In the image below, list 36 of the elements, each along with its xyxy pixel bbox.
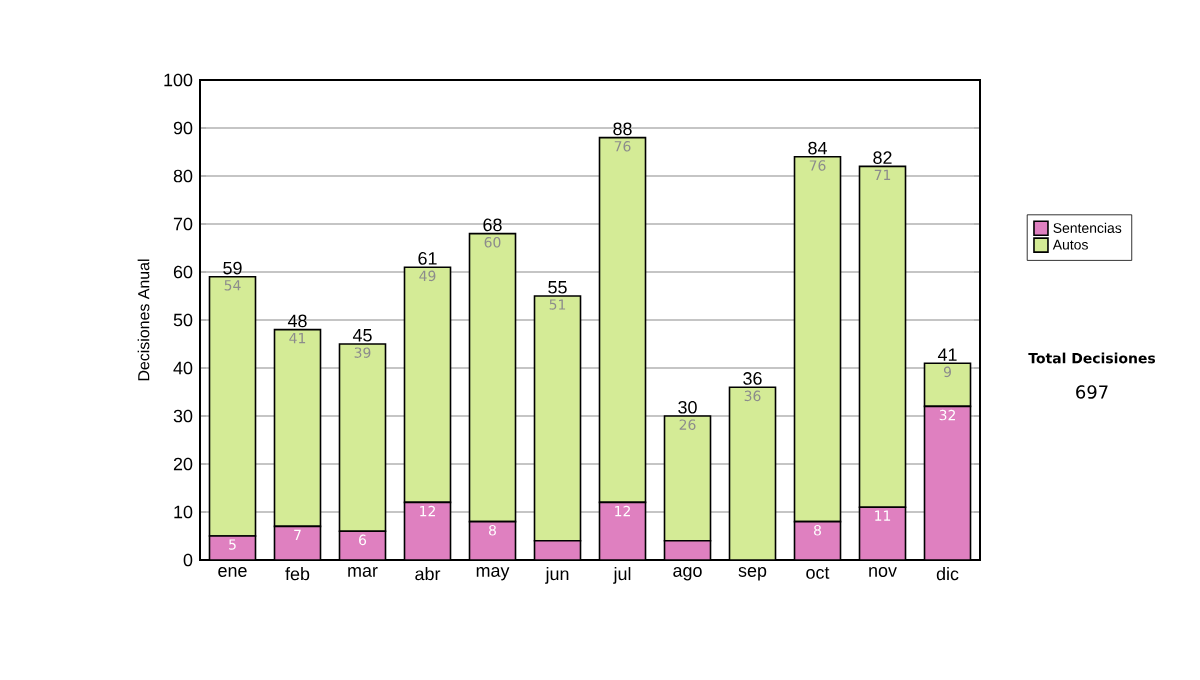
x-tick-label: sep xyxy=(738,567,767,581)
x-tick-label: oct xyxy=(806,567,830,579)
x-tick-label: abr xyxy=(415,567,441,581)
y-tick-label: 70 xyxy=(173,217,193,231)
total-label: 45 xyxy=(352,329,372,342)
total-label: 84 xyxy=(808,141,827,155)
total-label: 88 xyxy=(613,122,632,136)
y-tick-label: 50 xyxy=(173,313,193,327)
x-tick-label: jun xyxy=(545,567,569,584)
total-label: 68 xyxy=(483,218,502,232)
y-tick-label: 60 xyxy=(173,265,193,279)
total-label: 41 xyxy=(937,348,957,361)
text: 697 xyxy=(1076,385,1108,399)
total-label: 61 xyxy=(418,252,437,265)
y-tick-label: 90 xyxy=(173,121,193,135)
y-tick-label: 100 xyxy=(164,73,193,87)
total-label: 36 xyxy=(743,372,762,385)
y-tick-label: 30 xyxy=(173,409,193,423)
x-tick-label: may xyxy=(476,567,510,581)
x-tick-label: ago xyxy=(673,567,702,581)
total-label: 30 xyxy=(678,400,697,414)
x-tick-label: feb xyxy=(285,567,310,581)
y-tick-label: 20 xyxy=(173,457,193,471)
y-tick-label: 40 xyxy=(173,361,193,375)
x-tick-label: ene xyxy=(218,567,247,577)
y-tick-label: 80 xyxy=(173,169,193,183)
x-tick-label: jul xyxy=(613,567,631,584)
y-tick-label: 10 xyxy=(174,505,193,519)
total-label: 48 xyxy=(287,314,307,328)
total-label: 59 xyxy=(223,261,242,275)
y-tick-label: 0 xyxy=(183,553,193,567)
total-label: 55 xyxy=(548,281,567,294)
x-tick-label: mar xyxy=(348,567,378,577)
x-tick-label: nov xyxy=(869,567,897,577)
total-label: 82 xyxy=(873,151,892,165)
x-tick-label: dic xyxy=(936,567,959,581)
